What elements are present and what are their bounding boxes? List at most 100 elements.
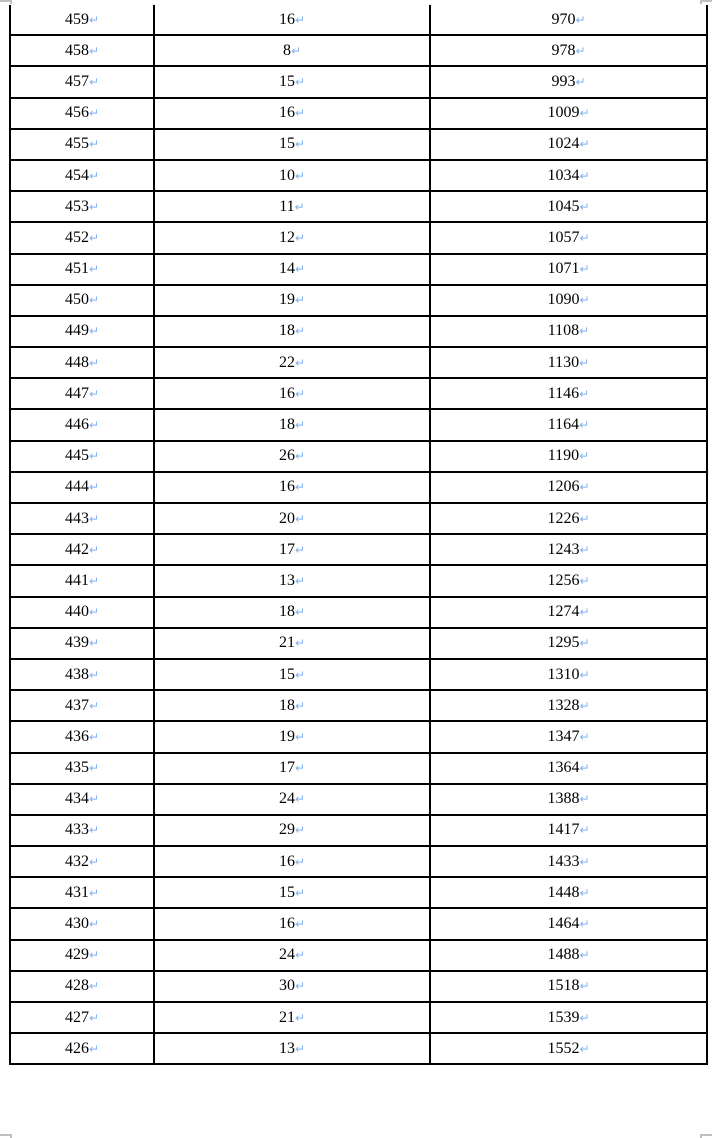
table-cell[interactable]: 1130↵ [429, 346, 708, 380]
table-cell[interactable]: 451↵ [9, 252, 155, 286]
table-cell[interactable]: 1310↵ [429, 657, 708, 692]
table-cell[interactable]: 16↵ [153, 907, 431, 941]
table-cell[interactable]: 13↵ [153, 564, 431, 598]
table-cell[interactable]: 442↵ [9, 533, 155, 567]
table-cell[interactable]: 15↵ [153, 127, 431, 161]
table-cell[interactable]: 22↵ [153, 346, 431, 380]
table-cell[interactable]: 13↵ [153, 1032, 431, 1066]
table-cell[interactable]: 1388↵ [429, 782, 708, 816]
table-cell[interactable]: 18↵ [153, 408, 431, 442]
table-cell[interactable]: 457↵ [9, 65, 155, 99]
table-cell[interactable]: 19↵ [153, 283, 431, 317]
table-cell[interactable]: 19↵ [153, 720, 431, 754]
table-cell[interactable]: 437↵ [9, 689, 155, 723]
table-cell[interactable]: 441↵ [9, 564, 155, 598]
table-cell[interactable]: 24↵ [153, 938, 431, 972]
table-cell[interactable]: 455↵ [9, 127, 155, 161]
table-cell[interactable]: 18↵ [153, 595, 431, 629]
table-cell[interactable]: 10↵ [153, 158, 431, 193]
table-cell[interactable]: 435↵ [9, 751, 155, 785]
table-cell[interactable]: 1024↵ [429, 127, 708, 161]
table-cell[interactable]: 1328↵ [429, 689, 708, 723]
table-cell[interactable]: 21↵ [153, 1000, 431, 1035]
table-cell[interactable]: 1417↵ [429, 813, 708, 848]
table-cell[interactable]: 1539↵ [429, 1000, 708, 1035]
table-cell[interactable]: 438↵ [9, 657, 155, 692]
table-cell[interactable]: 429↵ [9, 938, 155, 972]
table-cell[interactable]: 436↵ [9, 720, 155, 754]
table-cell[interactable]: 446↵ [9, 408, 155, 442]
table-cell[interactable]: 16↵ [153, 96, 431, 130]
table-cell[interactable]: 24↵ [153, 782, 431, 816]
table-cell[interactable]: 29↵ [153, 813, 431, 848]
table-cell[interactable]: 440↵ [9, 595, 155, 629]
table-cell[interactable]: 26↵ [153, 439, 431, 473]
table-cell[interactable]: 1518↵ [429, 969, 708, 1004]
table-cell[interactable]: 443↵ [9, 501, 155, 536]
table-cell[interactable]: 1243↵ [429, 533, 708, 567]
table-cell[interactable]: 432↵ [9, 845, 155, 879]
table-cell[interactable]: 1347↵ [429, 720, 708, 754]
table-cell[interactable]: 978↵ [429, 34, 708, 68]
table-cell[interactable]: 1274↵ [429, 595, 708, 629]
table-cell[interactable]: 8↵ [153, 34, 431, 68]
table-cell[interactable]: 20↵ [153, 501, 431, 536]
table-cell[interactable]: 17↵ [153, 533, 431, 567]
table-cell[interactable]: 18↵ [153, 689, 431, 723]
table-cell[interactable]: 454↵ [9, 158, 155, 193]
table-cell[interactable]: 14↵ [153, 252, 431, 286]
table-cell[interactable]: 16↵ [153, 377, 431, 411]
table-cell[interactable]: 1190↵ [429, 439, 708, 473]
table-cell[interactable]: 452↵ [9, 221, 155, 255]
table-cell[interactable]: 1226↵ [429, 501, 708, 536]
table-cell[interactable]: 1206↵ [429, 470, 708, 505]
table-cell[interactable]: 456↵ [9, 96, 155, 130]
table-cell[interactable]: 459↵ [9, 5, 155, 37]
table-cell[interactable]: 427↵ [9, 1000, 155, 1035]
table-cell[interactable]: 15↵ [153, 657, 431, 692]
table-cell[interactable]: 1146↵ [429, 377, 708, 411]
table-cell[interactable]: 1071↵ [429, 252, 708, 286]
table-cell[interactable]: 1256↵ [429, 564, 708, 598]
table-cell[interactable]: 431↵ [9, 876, 155, 910]
table-cell[interactable]: 16↵ [153, 470, 431, 505]
table-cell[interactable]: 1433↵ [429, 845, 708, 879]
table-cell[interactable]: 444↵ [9, 470, 155, 505]
table-cell[interactable]: 1364↵ [429, 751, 708, 785]
table-cell[interactable]: 458↵ [9, 34, 155, 68]
table-cell[interactable]: 1108↵ [429, 314, 708, 349]
table-cell[interactable]: 448↵ [9, 346, 155, 380]
table-cell[interactable]: 21↵ [153, 626, 431, 660]
table-cell[interactable]: 11↵ [153, 190, 431, 224]
table-cell[interactable]: 15↵ [153, 65, 431, 99]
table-cell[interactable]: 18↵ [153, 314, 431, 349]
table-cell[interactable]: 970↵ [429, 5, 708, 37]
table-cell[interactable]: 428↵ [9, 969, 155, 1004]
table-cell[interactable]: 1488↵ [429, 938, 708, 972]
table-cell[interactable]: 450↵ [9, 283, 155, 317]
table-cell[interactable]: 426↵ [9, 1032, 155, 1066]
table-cell[interactable]: 449↵ [9, 314, 155, 349]
table-cell[interactable]: 439↵ [9, 626, 155, 660]
table-cell[interactable]: 1552↵ [429, 1032, 708, 1066]
table-cell[interactable]: 447↵ [9, 377, 155, 411]
table-cell[interactable]: 1045↵ [429, 190, 708, 224]
table-cell[interactable]: 1164↵ [429, 408, 708, 442]
table-cell[interactable]: 430↵ [9, 907, 155, 941]
table-cell[interactable]: 434↵ [9, 782, 155, 816]
table-cell[interactable]: 445↵ [9, 439, 155, 473]
table-cell[interactable]: 30↵ [153, 969, 431, 1004]
table-cell[interactable]: 1464↵ [429, 907, 708, 941]
table-cell[interactable]: 1090↵ [429, 283, 708, 317]
table-cell[interactable]: 1448↵ [429, 876, 708, 910]
table-cell[interactable]: 1057↵ [429, 221, 708, 255]
table-cell[interactable]: 1295↵ [429, 626, 708, 660]
table-cell[interactable]: 12↵ [153, 221, 431, 255]
table-cell[interactable]: 16↵ [153, 5, 431, 37]
table-cell[interactable]: 453↵ [9, 190, 155, 224]
table-cell[interactable]: 1034↵ [429, 158, 708, 193]
table-cell[interactable]: 1009↵ [429, 96, 708, 130]
table-cell[interactable]: 16↵ [153, 845, 431, 879]
table-cell[interactable]: 993↵ [429, 65, 708, 99]
table-cell[interactable]: 433↵ [9, 813, 155, 848]
